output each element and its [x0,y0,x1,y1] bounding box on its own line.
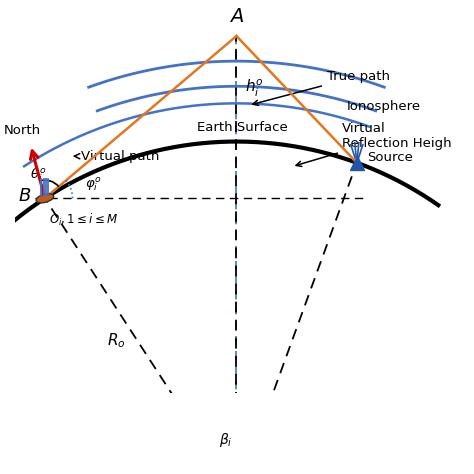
Text: Virtual path: Virtual path [74,150,159,163]
Text: $h_i^o$: $h_i^o$ [245,78,264,100]
Text: $R_o$: $R_o$ [107,331,126,350]
Text: $\theta_i^o$: $\theta_i^o$ [30,166,46,184]
Text: Earth Surface: Earth Surface [197,120,288,134]
Text: True path: True path [253,70,390,105]
Text: $\beta_i$: $\beta_i$ [219,431,232,449]
Text: $O_i, 1 \leq i \leq M$: $O_i, 1 \leq i \leq M$ [49,212,118,228]
Ellipse shape [36,194,54,203]
Text: Source: Source [367,151,413,164]
Text: Virtual
Reflection Heigh: Virtual Reflection Heigh [296,121,452,166]
Text: $\varphi_i^o$: $\varphi_i^o$ [85,175,101,193]
Text: North: North [4,124,41,137]
Text: $B$: $B$ [18,187,31,205]
Text: Ionosphere: Ionosphere [347,100,421,113]
Text: $A$: $A$ [229,7,244,26]
